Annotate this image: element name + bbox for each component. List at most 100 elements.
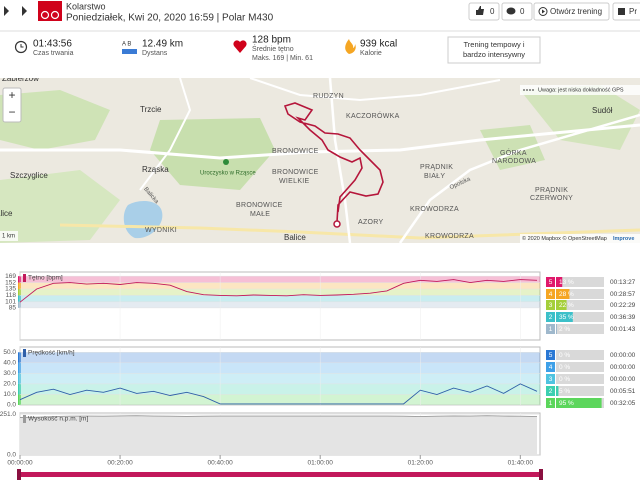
zone-number-box [546, 277, 555, 287]
zone-bar-bg [556, 289, 604, 299]
x-tick-label: 00:40:00 [207, 460, 233, 467]
zone-band [20, 362, 540, 374]
zone-band-marker [18, 394, 21, 405]
zone-number: 5 [549, 352, 553, 359]
zone-bar [556, 312, 573, 322]
forward-arrow[interactable] [22, 6, 27, 16]
zone-bar [556, 289, 570, 299]
map-label: BIAŁY [424, 173, 445, 180]
zone-bar-bg [556, 324, 604, 334]
zone-time: 00:22:29 [610, 302, 636, 309]
y-tick-label: 169 [5, 273, 16, 280]
map-label: BRONOWICE [272, 169, 319, 176]
zone-number: 3 [549, 376, 553, 383]
x-tick-label: 01:20:00 [408, 460, 434, 467]
zone-share: 5 % [559, 388, 570, 395]
scale-bg [0, 231, 18, 241]
zone-share: 95 % [559, 400, 574, 407]
zone-number-box [546, 312, 555, 322]
open-training-button[interactable] [533, 2, 610, 21]
comment-count: 0 [520, 7, 525, 16]
map-label: BRONOWICE [236, 202, 283, 209]
like-button[interactable] [468, 2, 500, 21]
road [398, 113, 640, 243]
back-arrow[interactable] [4, 6, 9, 16]
road [328, 78, 352, 243]
route [283, 102, 384, 223]
x-tick-label: 01:00:00 [308, 460, 334, 467]
zone-band [20, 301, 540, 308]
sport-icon-wheel [50, 10, 60, 20]
map-label: KROWODRZA [425, 233, 474, 240]
zone-share: 13 % [559, 279, 574, 286]
zone-band-marker [18, 282, 21, 289]
map[interactable]: Zabierzów Trzcie RUDZYN KACZORÓWKA BRONO… [0, 74, 640, 243]
chart-title: Prędkość [km/h] [28, 350, 75, 357]
open-training-label: Otwórz trening [550, 7, 602, 16]
series-line [19, 383, 538, 405]
zone-share: 22 % [559, 302, 574, 309]
zoom-out[interactable]: − [8, 105, 15, 119]
zone-share: 0 % [559, 376, 570, 383]
y-tick-label: 85 [9, 305, 17, 312]
x-tick-label: 00:00:00 [7, 460, 33, 467]
zone-band-marker [18, 301, 21, 308]
zone-time: 00:36:39 [610, 314, 636, 321]
area [20, 415, 537, 455]
y-tick-label: 135 [5, 286, 16, 293]
like-icon [476, 6, 484, 15]
zone-number-box [546, 350, 555, 360]
lake [123, 200, 163, 239]
attribution-improve[interactable]: Improve [613, 236, 634, 242]
y-tick-label: 0.0 [7, 452, 16, 459]
zone-number: 4 [549, 364, 553, 371]
route-start [333, 220, 341, 228]
zone-number: 4 [549, 291, 553, 298]
header: Kolarstwo Poniedziałek, Kwi 20, 2020 16:… [0, 1, 640, 32]
zone-share: 0 % [559, 352, 570, 359]
map-label: Sudół [592, 106, 613, 115]
map-label: KACZORÓWKA [346, 111, 400, 120]
zone-band [20, 373, 540, 384]
avg-hr: 128 bpm [252, 35, 291, 46]
clock-icon [14, 40, 28, 54]
benefit: Trening tempowy i [464, 40, 525, 49]
print-icon [618, 8, 625, 15]
comment-icon [506, 7, 516, 15]
calories-label: Kalorie [360, 50, 382, 57]
map-label: BRONOWICE [272, 148, 319, 155]
zone-number: 1 [549, 326, 553, 333]
map-label: RUDZYN [313, 93, 344, 100]
heart-icon [233, 40, 247, 53]
map-label: Trzcie [140, 105, 162, 114]
zone-number-box [546, 289, 555, 299]
sport-icon-wheel [40, 10, 50, 20]
zone-band-marker [18, 276, 21, 283]
map-label: Balice [284, 233, 306, 242]
print-button[interactable] [612, 2, 640, 21]
play-icon [542, 9, 545, 14]
series-line [19, 415, 538, 418]
park-icon [223, 159, 229, 165]
benefit-box [447, 36, 541, 64]
map-label: CZERWONY [530, 195, 573, 202]
zone-time: 00:32:05 [610, 400, 636, 407]
zone-share: 28 % [559, 291, 574, 298]
zone-number: 3 [549, 302, 553, 309]
map-label: WYDNIKI [145, 227, 177, 234]
session-subtitle: Poniedziałek, Kwi 20, 2020 16:59 | Polar… [66, 13, 274, 24]
zone-number-box [546, 374, 555, 384]
range-handle[interactable] [17, 469, 21, 480]
y-tick-label: 20.0 [3, 381, 16, 388]
distance-icon: A B [122, 42, 131, 48]
y-tick-label: 50.0 [3, 349, 16, 356]
range-handle[interactable] [539, 469, 543, 480]
zone-share: 2 % [559, 326, 570, 333]
attribution-bg [520, 234, 640, 243]
zoom-in[interactable]: + [8, 88, 15, 102]
zone-number-box [546, 398, 555, 408]
map-label: AZORY [358, 219, 384, 226]
range-scrollbar[interactable] [20, 472, 540, 477]
comment-button[interactable] [501, 2, 533, 21]
road [139, 78, 192, 191]
